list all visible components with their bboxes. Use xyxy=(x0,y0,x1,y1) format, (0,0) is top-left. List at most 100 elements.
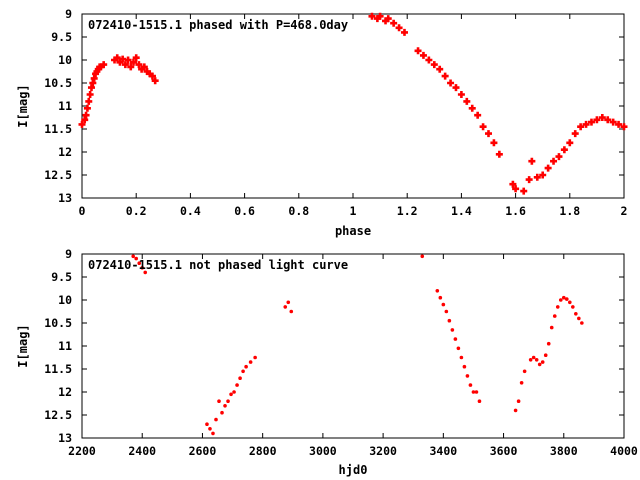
chart-1-data-point xyxy=(235,383,239,387)
chart-1-data-point xyxy=(456,346,461,351)
chart-1-x-tick-label: 2800 xyxy=(249,444,277,458)
chart-1-data-point xyxy=(534,358,539,362)
chart-0-data-point xyxy=(124,56,132,64)
chart-0-y-tick-label: 12 xyxy=(58,145,72,159)
chart-1-y-tick-label: 11.5 xyxy=(44,362,72,376)
chart-0-data-point xyxy=(384,15,392,23)
chart-1-data-point xyxy=(131,254,135,259)
chart-1-x-tick-label: 3000 xyxy=(309,444,337,458)
chart-1-data-point xyxy=(549,325,554,330)
chart-0-plot-frame xyxy=(81,13,625,199)
chart-0-data-point xyxy=(571,130,579,138)
chart-1-data-point xyxy=(217,399,221,404)
chart-1-data-point xyxy=(248,360,253,364)
chart-0-data-point xyxy=(368,12,376,20)
chart-1-data-point xyxy=(468,383,473,387)
chart-0-data-point xyxy=(135,61,143,69)
chart-0-data-point xyxy=(127,63,135,71)
chart-1-data-point xyxy=(447,318,452,323)
chart-1-y-tick-label: 12 xyxy=(58,385,72,399)
chart-0-data-point xyxy=(509,180,517,188)
chart-0-data-point xyxy=(82,111,90,119)
chart-1-data-point xyxy=(516,399,521,404)
chart-1-data-point xyxy=(289,309,294,314)
chart-0-data-point xyxy=(598,114,606,121)
chart-0-y-tick-label: 11.5 xyxy=(44,122,72,136)
chart-0-y-tick-label: 10.5 xyxy=(44,76,72,90)
chart-1-data-point xyxy=(555,305,560,309)
chart-1-data-point xyxy=(205,422,209,427)
chart-1-data-point xyxy=(540,360,545,364)
chart-0-data-point xyxy=(577,123,585,131)
chart-0-data-point xyxy=(89,79,97,87)
chart-1-data-point xyxy=(208,427,212,431)
chart-0-data-point xyxy=(419,51,427,59)
chart-1-data-point xyxy=(474,390,479,394)
chart-1-y-tick-label: 13 xyxy=(58,431,72,445)
chart-1-data-point xyxy=(522,369,527,374)
chart-1-data-point xyxy=(134,256,138,261)
chart-0-data-point xyxy=(544,164,552,172)
chart-1-data-point xyxy=(537,362,542,367)
chart-0-data-point xyxy=(463,97,471,105)
chart-1-data-point xyxy=(574,312,578,316)
chart-1-y-tick-label: 11 xyxy=(58,339,72,353)
chart-0-data-point xyxy=(151,77,159,85)
chart-0-data-point xyxy=(81,116,89,124)
chart-0-data-point xyxy=(395,24,403,32)
chart-1-data-point xyxy=(471,390,476,394)
chart-0-data-point xyxy=(550,157,558,165)
chart-1-data-point xyxy=(552,314,557,318)
chart-0-x-tick-label: 2 xyxy=(621,204,628,218)
chart-0-x-tick-label: 0.8 xyxy=(288,204,309,218)
chart-1-data-point xyxy=(286,300,291,305)
chart-1-y-axis-label: I[mag] xyxy=(16,324,30,367)
chart-1-x-tick-label: 3800 xyxy=(550,444,578,458)
chart-0-data-point xyxy=(490,139,498,147)
chart-0-data-point xyxy=(121,61,129,69)
chart-0-x-tick-label: 1.4 xyxy=(451,204,472,218)
chart-1-x-tick-label: 2600 xyxy=(189,444,217,458)
chart-0-data-point xyxy=(539,171,547,179)
chart-1-y-tick-label: 10 xyxy=(58,293,72,307)
chart-0-data-point xyxy=(85,97,93,105)
phased-plot-panel: 0 0.2 0.4 0.6 0.8 1 1.2 1.4 1.6 1.8 2 9 9.5 10 10.5 11 1… xyxy=(16,7,628,238)
chart-0-x-tick-label: 1 xyxy=(350,204,357,218)
chart-1-data-point xyxy=(477,399,482,404)
chart-0-data-point xyxy=(87,84,95,92)
chart-0-data-point xyxy=(525,176,533,184)
chart-1-data-point xyxy=(558,298,563,302)
chart-1-data-point xyxy=(143,270,148,275)
chart-0-y-tick-label: 9.5 xyxy=(51,30,72,44)
chart-1-data-point xyxy=(546,341,551,346)
chart-1-data-point xyxy=(244,364,248,369)
chart-1-data-point xyxy=(561,295,566,300)
chart-0-x-tick-label: 1.2 xyxy=(397,204,418,218)
chart-1-data-point xyxy=(229,392,233,397)
chart-0-data-point xyxy=(520,187,528,195)
chart-1-data-point xyxy=(253,355,257,360)
chart-0-data-point xyxy=(425,56,433,64)
chart-0-x-tick-label: 0.2 xyxy=(126,204,147,218)
chart-1-y-tick-label: 9.5 xyxy=(51,270,72,284)
chart-1-data-point xyxy=(137,261,142,266)
chart-1-data-point xyxy=(232,390,236,394)
chart-1-x-tick-label: 4000 xyxy=(610,444,638,458)
chart-0-data-point xyxy=(441,72,449,80)
chart-1-data-point xyxy=(459,355,464,360)
chart-1-data-point xyxy=(465,374,470,378)
chart-1-x-tick-label: 2400 xyxy=(128,444,156,458)
chart-1-data-point xyxy=(223,404,227,408)
chart-0-y-tick-label: 12.5 xyxy=(44,168,72,182)
chart-1-title: 072410-1515.1 not phased light curve xyxy=(88,258,348,272)
chart-1-data-point xyxy=(453,337,458,341)
chart-1-data-point xyxy=(577,316,581,321)
chart-0-y-tick-label: 13 xyxy=(58,191,72,205)
chart-1-data-point xyxy=(211,431,215,436)
chart-1-data-point xyxy=(226,399,230,404)
chart-0-data-point xyxy=(560,146,568,154)
chart-1-x-tick-label: 3200 xyxy=(369,444,397,458)
chart-0-data-point xyxy=(414,47,422,55)
chart-0-x-tick-label: 1.6 xyxy=(505,204,526,218)
